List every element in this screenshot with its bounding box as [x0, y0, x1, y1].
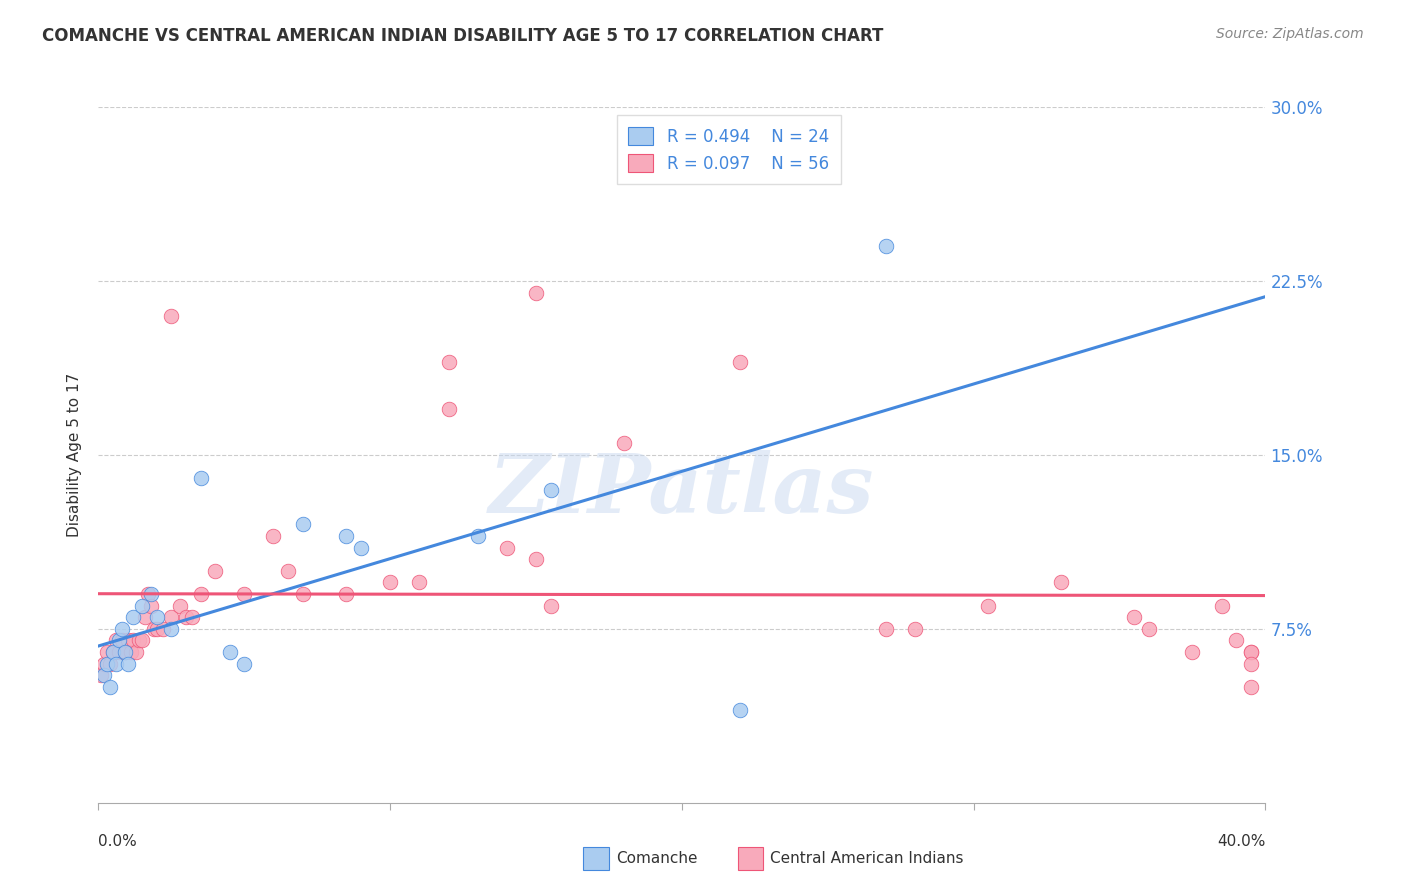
Point — [277, 564, 299, 578]
Point — [262, 529, 284, 543]
Point — [437, 401, 460, 416]
Point — [131, 599, 153, 613]
Point — [904, 622, 927, 636]
Point — [134, 610, 156, 624]
Point — [1240, 645, 1263, 659]
Point — [1137, 622, 1160, 636]
Point — [233, 657, 256, 671]
Point — [190, 587, 212, 601]
Point — [146, 610, 169, 624]
Point — [108, 633, 131, 648]
Point — [101, 645, 124, 659]
Point — [524, 552, 547, 566]
Point — [1181, 645, 1204, 659]
Point — [218, 645, 240, 659]
Point — [1240, 645, 1263, 659]
Point — [122, 610, 145, 624]
Point — [875, 622, 897, 636]
Point — [114, 645, 136, 659]
Point — [1240, 680, 1263, 694]
Point — [174, 610, 197, 624]
Point — [93, 657, 115, 671]
Point — [540, 599, 562, 613]
Point — [540, 483, 562, 497]
Point — [146, 622, 169, 636]
Point — [111, 633, 134, 648]
Point — [125, 645, 148, 659]
Text: Source: ZipAtlas.com: Source: ZipAtlas.com — [1216, 27, 1364, 41]
Point — [875, 239, 897, 253]
Point — [104, 633, 127, 648]
Point — [335, 587, 357, 601]
Point — [160, 610, 183, 624]
Point — [128, 633, 150, 648]
Point — [122, 633, 145, 648]
Point — [190, 471, 212, 485]
Point — [120, 645, 142, 659]
Point — [1211, 599, 1233, 613]
Point — [1123, 610, 1146, 624]
Point — [378, 575, 402, 590]
Point — [98, 657, 121, 671]
Point — [160, 309, 183, 323]
Point — [136, 587, 159, 601]
Point — [142, 622, 165, 636]
Point — [204, 564, 226, 578]
Point — [131, 633, 153, 648]
Point — [467, 529, 489, 543]
Point — [98, 680, 121, 694]
Point — [233, 587, 256, 601]
Point — [728, 355, 751, 369]
Point — [437, 355, 460, 369]
Point — [139, 599, 162, 613]
Text: 40.0%: 40.0% — [1218, 834, 1265, 849]
Point — [350, 541, 373, 555]
Point — [152, 622, 174, 636]
Point — [111, 622, 134, 636]
Point — [335, 529, 357, 543]
Point — [93, 668, 115, 682]
Text: Comanche: Comanche — [616, 851, 697, 866]
Point — [291, 587, 314, 601]
Y-axis label: Disability Age 5 to 17: Disability Age 5 to 17 — [67, 373, 83, 537]
Text: COMANCHE VS CENTRAL AMERICAN INDIAN DISABILITY AGE 5 TO 17 CORRELATION CHART: COMANCHE VS CENTRAL AMERICAN INDIAN DISA… — [42, 27, 883, 45]
Point — [114, 645, 136, 659]
Point — [977, 599, 1000, 613]
Point — [139, 587, 162, 601]
Text: Central American Indians: Central American Indians — [770, 851, 965, 866]
Point — [291, 517, 314, 532]
Point — [117, 633, 139, 648]
Point — [1225, 633, 1247, 648]
Point — [180, 610, 202, 624]
Legend: R = 0.494    N = 24, R = 0.097    N = 56: R = 0.494 N = 24, R = 0.097 N = 56 — [617, 115, 841, 185]
Point — [408, 575, 430, 590]
Point — [90, 668, 112, 682]
Text: 0.0%: 0.0% — [98, 834, 138, 849]
Point — [96, 645, 118, 659]
Point — [104, 657, 127, 671]
Point — [612, 436, 634, 450]
Point — [96, 657, 118, 671]
Point — [728, 703, 751, 717]
Text: ZIPatlas: ZIPatlas — [489, 450, 875, 530]
Point — [169, 599, 191, 613]
Point — [108, 645, 131, 659]
Point — [117, 657, 139, 671]
Point — [160, 622, 183, 636]
Point — [495, 541, 517, 555]
Point — [101, 645, 124, 659]
Point — [1240, 657, 1263, 671]
Point — [524, 285, 547, 300]
Point — [1050, 575, 1073, 590]
